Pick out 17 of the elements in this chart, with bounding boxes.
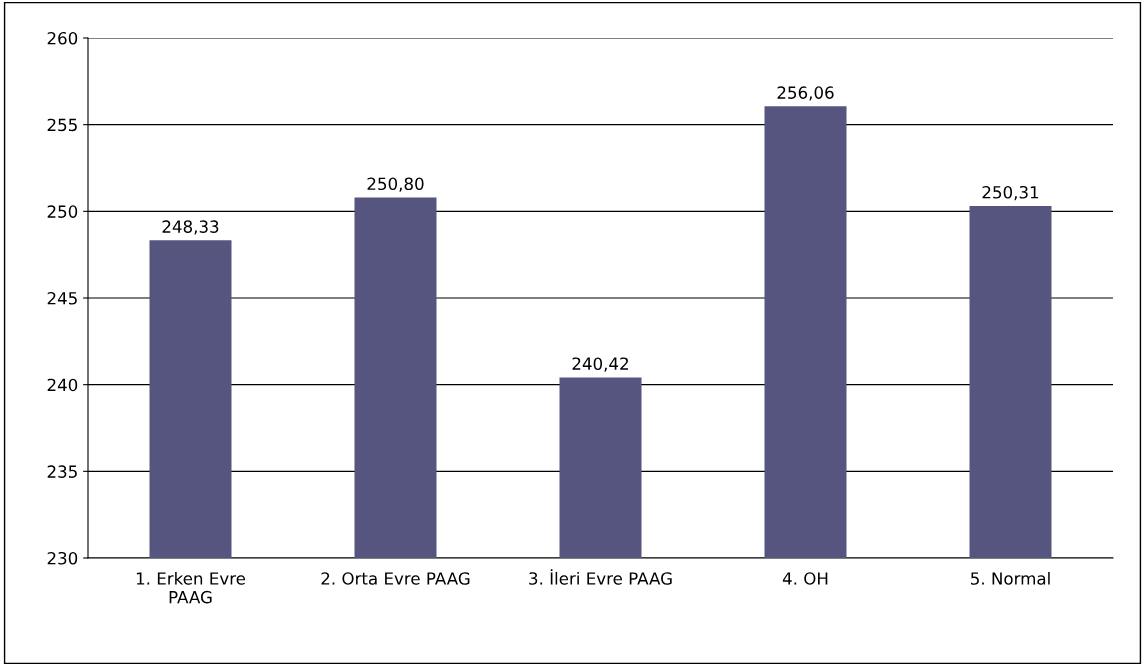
y-tick-label: 255 — [47, 118, 77, 132]
data-label: 250,31 — [982, 185, 1039, 201]
y-tick-label: 240 — [47, 378, 78, 392]
y-tick-label: 230 — [47, 551, 78, 565]
x-tick-label: 1. Erken Evre PAAG — [136, 571, 246, 604]
data-label: 256,06 — [777, 86, 834, 101]
x-tick-label: 3. İleri Evre PAAG — [529, 569, 672, 585]
y-tick-label: 245 — [47, 291, 77, 305]
data-label: 240,42 — [572, 357, 628, 372]
y-tick-label: 250 — [47, 205, 78, 218]
y-tick-label: 235 — [47, 465, 77, 478]
x-tick-label: 4. OH — [782, 572, 828, 585]
data-label: 250,80 — [367, 177, 424, 192]
y-tick-label: 260 — [47, 31, 78, 45]
data-label: 248,33 — [162, 220, 219, 235]
x-tick-label: 2. Orta Evre PAAG — [321, 572, 470, 585]
x-tick-label: 5. Normal — [971, 571, 1050, 585]
